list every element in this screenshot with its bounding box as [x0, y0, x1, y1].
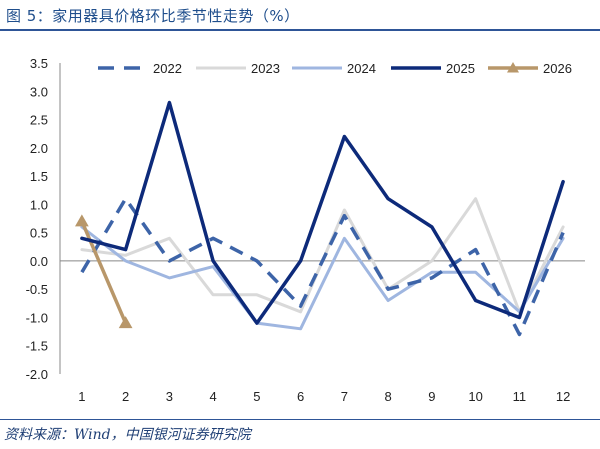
data-point-2026 — [75, 214, 89, 227]
y-tick-label: 2.5 — [30, 113, 48, 128]
y-tick-label: -1.0 — [26, 310, 48, 325]
legend-item-2023: 2023 — [196, 61, 280, 76]
x-tick-label: 2 — [122, 389, 129, 404]
x-tick-label: 4 — [210, 389, 217, 404]
series-line-2025 — [80, 100, 565, 325]
y-tick-label: -2.0 — [26, 367, 48, 382]
chart-title: 图 5：家用器具价格环比季节性走势（%） — [6, 7, 300, 25]
series-line-2024 — [80, 225, 565, 331]
legend-item-2026: 2026 — [488, 61, 572, 76]
source-note: 资料来源：Wind，中国银河证券研究院 — [4, 427, 251, 443]
y-tick-label: 2.0 — [30, 141, 48, 156]
series-line-2022 — [80, 196, 565, 337]
x-tick-label: 10 — [468, 389, 482, 404]
legend-item-2024: 2024 — [292, 61, 376, 76]
y-tick-label: 3.5 — [30, 56, 48, 71]
x-tick-label: 12 — [556, 389, 570, 404]
x-tick-label: 1 — [78, 389, 85, 404]
x-tick-label: 6 — [297, 389, 304, 404]
x-tick-label: 8 — [385, 389, 392, 404]
legend-item-2025: 2025 — [391, 61, 475, 76]
y-tick-label: 1.5 — [30, 169, 48, 184]
legend-label: 2023 — [251, 61, 280, 76]
y-tick-label: -0.5 — [26, 282, 48, 297]
bottom-rule — [0, 419, 600, 420]
x-tick-label: 9 — [428, 389, 435, 404]
legend-label: 2024 — [347, 61, 376, 76]
y-tick-label: -1.5 — [26, 339, 48, 354]
legend-label: 2025 — [446, 61, 475, 76]
series-line-2023 — [80, 197, 565, 314]
chart-axes: 3.5 3.0 2.5 2.0 1.5 1.0 0.5 0.0 -0.5 -1.0 -1.5 -2.0… — [26, 56, 585, 404]
legend-label: 2026 — [543, 61, 572, 76]
y-tick-label: 1.0 — [30, 197, 48, 212]
legend-item-2022: 2022 — [98, 61, 182, 76]
x-tick-label: 11 — [513, 389, 527, 404]
legend-label: 2022 — [153, 61, 182, 76]
legend-marker — [507, 62, 519, 73]
x-tick-label: 7 — [341, 389, 348, 404]
y-tick-label: 0.5 — [30, 226, 48, 241]
chart-series — [75, 100, 565, 337]
data-point-2026 — [118, 316, 133, 329]
x-tick-label: 5 — [253, 389, 260, 404]
series-line-2026 — [80, 219, 128, 325]
chart-legend: 2022 2023 2024 2025 2026 — [98, 61, 572, 76]
top-rule — [0, 29, 600, 31]
x-tick-label: 3 — [166, 389, 173, 404]
y-tick-label: 0.0 — [30, 254, 48, 269]
y-tick-label: 3.0 — [30, 84, 48, 99]
